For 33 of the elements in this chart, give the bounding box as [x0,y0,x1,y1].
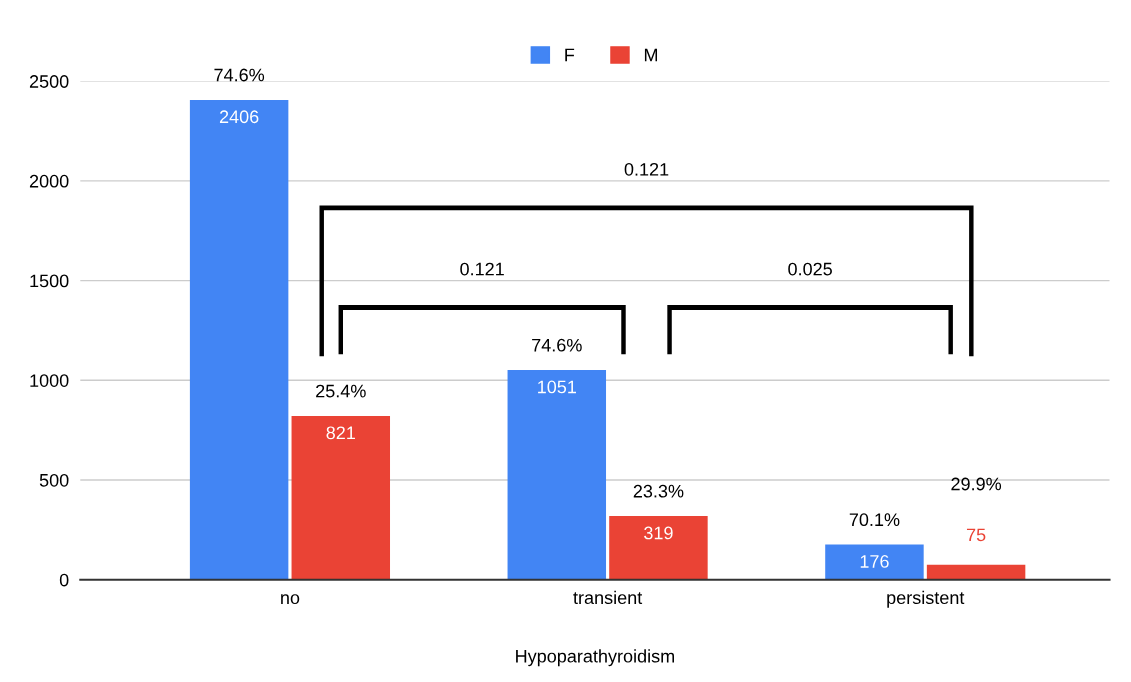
bar [926,564,1026,580]
legend-label: M [644,48,658,62]
y-tick-label: 1000 [30,374,69,387]
data-label: 75 [966,528,986,542]
bar [609,516,708,580]
annotation: 0.025 [788,262,832,276]
annotation: 74.6% [214,68,265,82]
data-label: 2406 [219,110,259,124]
bar [291,415,391,580]
x-tick-label: no [281,594,300,605]
annotation: 0.121 [624,162,669,176]
data-label: 821 [326,426,355,440]
annotation: 74.6% [532,338,582,352]
data-label: 1051 [538,380,576,394]
annotation: 25.4% [316,384,366,398]
annotation: 70.1% [849,513,900,527]
annotation: 29.9% [951,477,1002,491]
annotation: 0.121 [460,262,504,276]
x-tick-label: persistent [887,590,965,608]
y-tick-label: 500 [39,473,69,487]
x-axis-title: Hypoparathyroidism [516,649,674,667]
annotation: 23.3% [633,484,684,498]
legend-label: F [565,48,575,62]
x-tick-label: transient [573,590,643,605]
bar [825,544,924,580]
y-tick-label: 2000 [29,174,69,188]
data-label: 176 [860,555,889,568]
y-tick-label: 1500 [30,274,69,288]
y-tick-label: 0 [59,573,69,587]
data-label: 319 [644,526,673,540]
y-tick-label: 2500 [29,75,69,88]
bar [507,370,607,580]
bar [189,99,289,580]
